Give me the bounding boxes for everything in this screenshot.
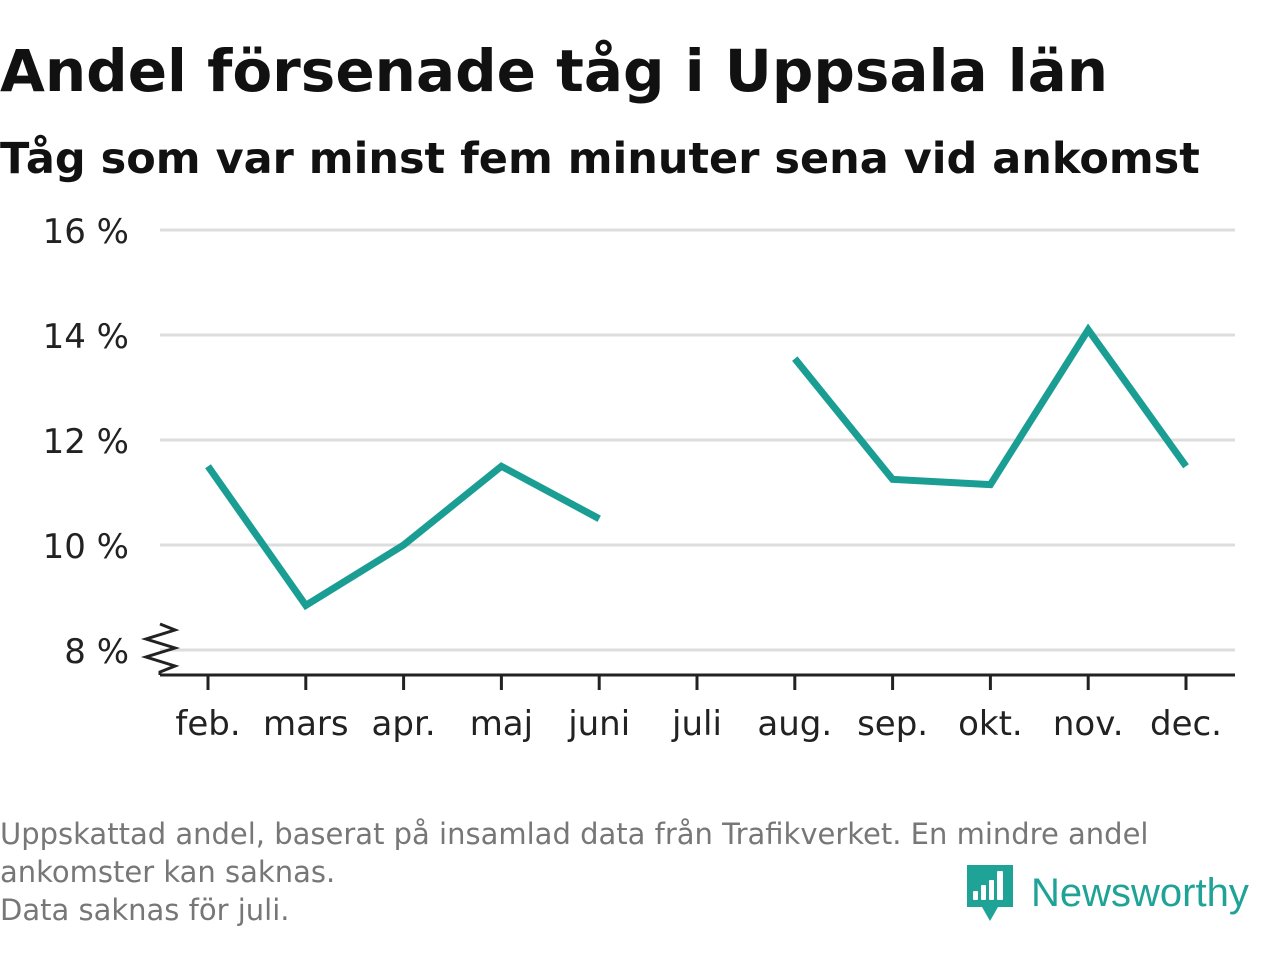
y-tick-label: 16 % [43, 212, 129, 252]
line-chart: 8 % 10 % 12 % 14 % 16 % feb. mars apr. maj juni ju… [43, 212, 1235, 744]
y-tick-label: 12 % [43, 422, 129, 462]
y-tick-label: 8 % [64, 632, 129, 672]
x-tick-label: sep. [857, 704, 928, 744]
x-tick-label: juli [671, 704, 722, 744]
logo-text: Newsworthy [1031, 870, 1249, 915]
y-tick-label: 14 % [43, 317, 129, 357]
x-tick-label: apr. [372, 704, 436, 744]
series-line [205, 462, 601, 611]
x-tick-label: juni [567, 704, 630, 744]
chart-title: Andel försenade tåg i Uppsala län [0, 37, 1109, 105]
series-line [792, 323, 1189, 489]
chart-subtitle: Tåg som var minst fem minuter sena vid a… [0, 134, 1200, 184]
source-note-line-3: Data saknas för juli. [0, 893, 290, 927]
y-tick-label: 10 % [43, 527, 129, 567]
x-tick-label: okt. [958, 704, 1023, 744]
x-tick-label: aug. [757, 704, 832, 744]
source-note-line-1: Uppskattad andel, baserat på insamlad da… [0, 817, 1149, 851]
x-tick-label: maj [470, 704, 533, 744]
x-tick-label: nov. [1053, 704, 1124, 744]
newsworthy-logo: Newsworthy [965, 863, 1249, 923]
axis-break-marker [140, 622, 181, 675]
source-note: Uppskattad andel, baserat på insamlad da… [0, 815, 1265, 929]
x-tick-label: feb. [175, 704, 240, 744]
x-tick-label: mars [263, 704, 349, 744]
x-tick-label: dec. [1150, 704, 1222, 744]
source-note-line-2: ankomster kan saknas. [0, 855, 336, 889]
newsworthy-logo-icon [967, 865, 1013, 921]
